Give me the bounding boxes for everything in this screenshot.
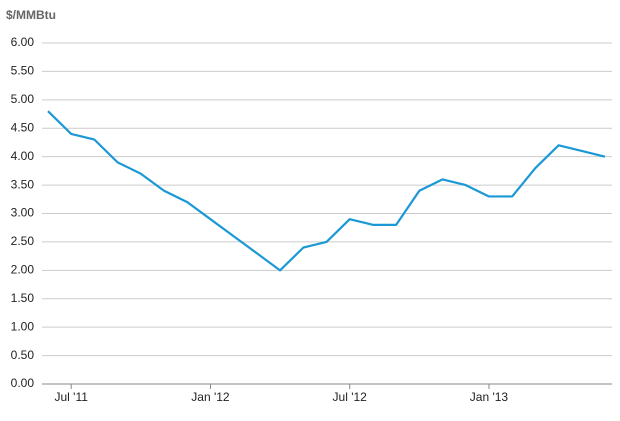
y-tick-label: 6.00 (11, 35, 35, 49)
y-tick-label: 0.00 (11, 376, 35, 390)
y-tick-label: 4.00 (11, 149, 35, 163)
x-tick-label: Jan '12 (191, 390, 230, 404)
y-tick-label: 2.00 (11, 263, 35, 277)
y-tick-label: 2.50 (11, 234, 35, 248)
x-tick-label: Jul '11 (54, 390, 88, 404)
y-axis-label: $/MMBtu (6, 8, 56, 22)
y-tick-label: 1.50 (11, 291, 35, 305)
y-tick-label: 0.50 (11, 348, 35, 362)
y-tick-label: 1.00 (11, 319, 35, 333)
y-tick-label: 5.00 (11, 92, 35, 106)
x-tick-label: Jul '12 (333, 390, 368, 404)
x-tick-label: Jan '13 (470, 390, 509, 404)
y-tick-label: 4.50 (11, 120, 35, 134)
y-tick-label: 3.00 (11, 206, 35, 220)
y-tick-label: 5.50 (11, 64, 35, 78)
y-tick-label: 3.50 (11, 177, 35, 191)
line (47, 110, 606, 272)
